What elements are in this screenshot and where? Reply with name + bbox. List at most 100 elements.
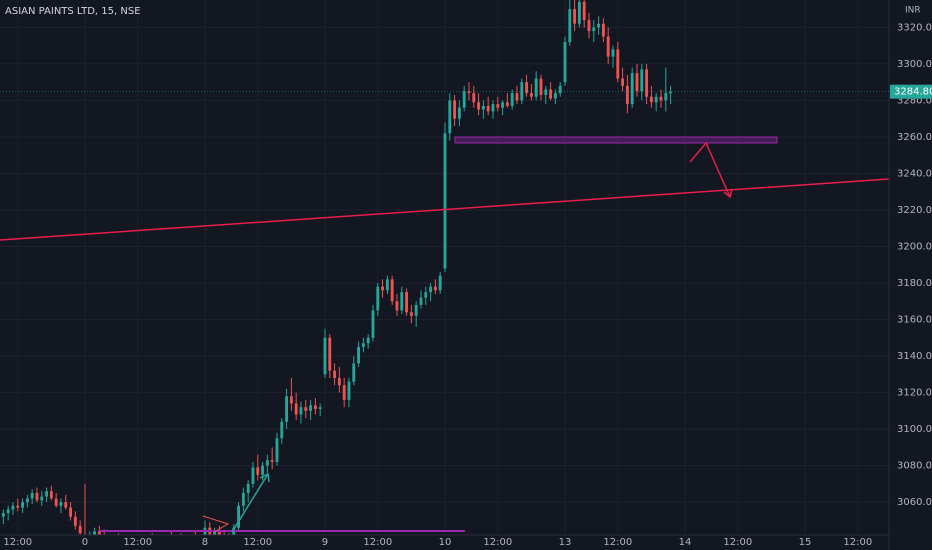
candle-body: [606, 36, 610, 57]
y-tick-label: 3140.00: [897, 351, 932, 362]
candle-body: [558, 85, 562, 94]
candle-body: [568, 9, 572, 42]
candle-body: [309, 405, 313, 411]
candle-body: [323, 337, 327, 375]
x-tick-label: 14: [679, 537, 692, 548]
candle-body: [501, 102, 505, 108]
candle-body: [457, 107, 461, 119]
candle-body: [376, 286, 380, 311]
candle-body: [486, 105, 490, 112]
candle-body: [462, 91, 466, 108]
candle-body: [505, 102, 509, 106]
candle-body: [429, 286, 433, 293]
candle-body: [438, 275, 442, 291]
drawings: [0, 136, 889, 533]
x-tick-label: 0: [82, 537, 88, 548]
y-tick-label: 3300.00: [897, 59, 932, 70]
candle-body: [539, 78, 543, 95]
candle-body: [64, 502, 68, 508]
x-tick-label: 9: [322, 537, 328, 548]
candle-body: [261, 465, 265, 475]
candle-body: [525, 82, 529, 94]
x-tick-label: 10: [439, 537, 452, 548]
candle-body: [453, 100, 457, 119]
candle-body: [78, 525, 82, 534]
x-tick-label: 15: [799, 537, 812, 548]
candle-body: [299, 407, 303, 415]
y-tick-label: 3240.00: [897, 168, 932, 179]
candle-body: [472, 93, 476, 103]
pattern: [202, 515, 230, 533]
candle-body: [1, 513, 5, 517]
candle-body: [549, 89, 553, 99]
last-price-label: 3284.80: [894, 87, 932, 98]
last-price-tag: [890, 84, 932, 99]
candle-body: [237, 505, 241, 528]
candle-body: [553, 93, 557, 99]
candle-body: [390, 279, 394, 302]
candle-body: [448, 100, 452, 134]
candle-body: [318, 407, 322, 410]
x-tick-label: 12:00: [363, 537, 392, 548]
candle-body: [529, 93, 533, 97]
candle-body: [6, 509, 10, 514]
y-tick-label: 3280.00: [897, 95, 932, 106]
candle-body: [616, 49, 620, 79]
candle-body: [491, 104, 495, 112]
x-tick-label: 8: [202, 537, 208, 548]
y-tick-label: 3260.00: [897, 132, 932, 143]
candle-body: [611, 49, 615, 57]
x-tick-label: 12:00: [243, 537, 272, 548]
candle-body: [635, 73, 639, 92]
candle-body: [510, 93, 514, 106]
candle-body: [73, 516, 77, 526]
candle-body: [357, 346, 361, 364]
up-arrow-head: [259, 472, 270, 483]
candle-body: [467, 91, 471, 94]
x-tick-label: 12:00: [483, 537, 512, 548]
candle-body: [275, 438, 279, 462]
candle-body: [381, 286, 385, 291]
candle-body: [669, 91, 673, 94]
candle-body: [45, 491, 49, 497]
x-tick-label: 12:00: [3, 537, 32, 548]
x-tick-label: 12:00: [603, 537, 632, 548]
x-tick-label: 12:00: [123, 537, 152, 548]
candle-body: [21, 502, 25, 508]
up-arrow: [231, 473, 269, 533]
y-tick-label: 3120.00: [897, 388, 932, 399]
candle-body: [582, 1, 586, 21]
candle-body: [333, 370, 337, 378]
candle-body: [40, 496, 44, 501]
candle-body: [664, 93, 668, 101]
candle-body: [251, 467, 255, 484]
arrow-head: [723, 188, 733, 199]
candle-body: [621, 78, 625, 86]
candle-body: [270, 460, 274, 462]
candle-body: [395, 301, 399, 311]
candle-body: [587, 20, 591, 32]
candle-body: [241, 493, 245, 506]
y-tick-label: 3080.00: [897, 461, 932, 472]
candle-body: [352, 363, 356, 382]
x-tick-label: 13: [559, 537, 572, 548]
candle-body: [597, 23, 601, 28]
candle-body: [649, 96, 653, 103]
candle-body: [414, 304, 418, 316]
candle-body: [630, 73, 634, 105]
candle-body: [477, 102, 481, 110]
candle-body: [16, 505, 20, 508]
x-tick-label: 12:00: [843, 537, 872, 548]
candle-body: [640, 69, 644, 92]
candle-body: [405, 292, 409, 313]
candle-body: [285, 396, 289, 422]
candle-body: [645, 69, 649, 97]
candle-body: [625, 85, 629, 105]
candle-body: [313, 405, 317, 410]
candle-body: [347, 381, 351, 400]
candle-body: [217, 531, 221, 535]
candle-body: [30, 493, 34, 499]
candle-body: [11, 505, 15, 510]
